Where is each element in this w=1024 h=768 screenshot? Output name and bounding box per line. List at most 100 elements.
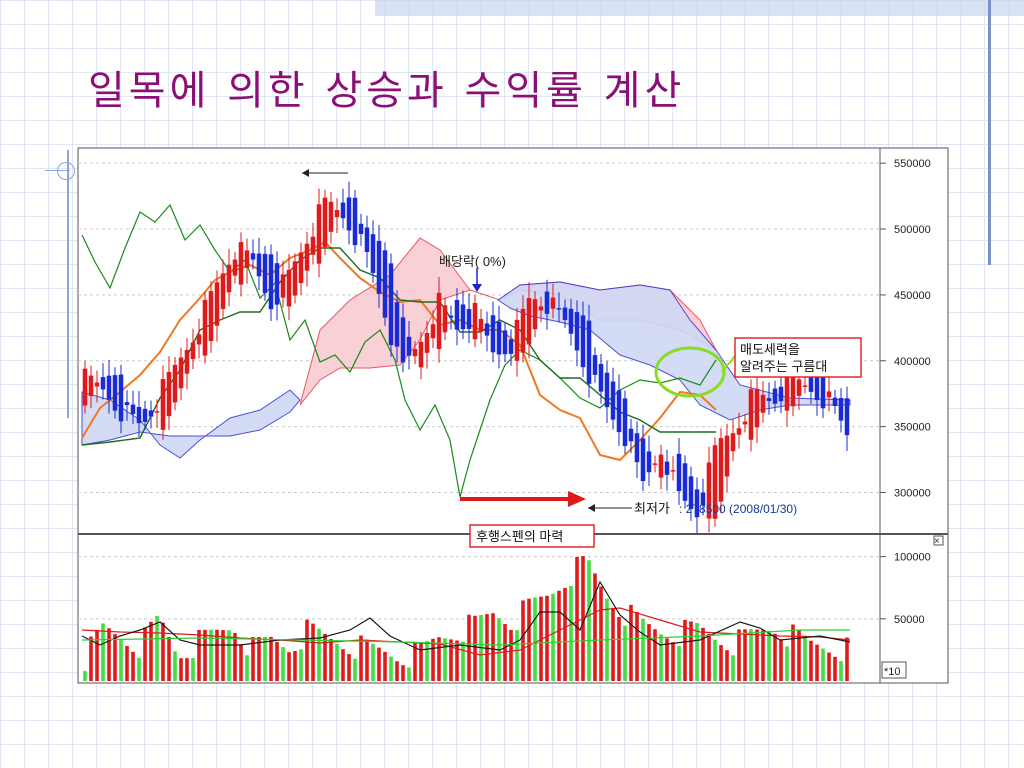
volume-bar bbox=[659, 634, 663, 681]
volume-bar bbox=[827, 652, 831, 681]
volume-bar bbox=[719, 645, 723, 681]
volume-bar bbox=[221, 630, 225, 681]
candle-body bbox=[616, 390, 622, 433]
candle-body bbox=[460, 304, 466, 330]
candle-body bbox=[532, 299, 538, 330]
candle-body bbox=[562, 307, 568, 320]
price-tick-label: 500000 bbox=[894, 224, 931, 236]
panel-close-button[interactable] bbox=[933, 535, 944, 546]
volume-bar bbox=[587, 560, 591, 681]
candlesticks bbox=[82, 181, 850, 534]
candle-body bbox=[748, 389, 754, 440]
ichimoku-cloud-bullish bbox=[299, 237, 718, 406]
volume-multiplier-label: *10 bbox=[884, 666, 901, 678]
volume-bar bbox=[527, 598, 531, 681]
volume-bar bbox=[683, 619, 687, 681]
candle-body bbox=[586, 320, 592, 384]
lagging-span-label: 후행스펜의 마력 bbox=[476, 529, 563, 544]
volume-bar bbox=[785, 646, 789, 681]
candle-body bbox=[268, 254, 274, 310]
volume-bar bbox=[131, 651, 135, 681]
candle-body bbox=[352, 197, 358, 246]
volume-bar bbox=[503, 624, 507, 681]
volume-bar bbox=[455, 640, 459, 681]
lowest-price-value: : 278500 (2008/01/30) bbox=[679, 502, 797, 516]
candle-body bbox=[610, 381, 616, 420]
volume-bar bbox=[413, 641, 417, 681]
candle-body bbox=[190, 342, 196, 360]
slide-title: 일목에 의한 상승과 수익률 계산 bbox=[88, 68, 686, 114]
candle-body bbox=[592, 355, 598, 375]
candle-body bbox=[484, 323, 490, 336]
volume-bar bbox=[401, 665, 405, 681]
candle-body bbox=[646, 451, 652, 473]
volume-bar bbox=[533, 597, 537, 681]
candle-body bbox=[766, 398, 772, 401]
candle-body bbox=[232, 259, 238, 276]
volume-bar bbox=[335, 644, 339, 681]
decorative-circle bbox=[57, 162, 75, 180]
candle-body bbox=[544, 291, 550, 314]
volume-bar bbox=[443, 638, 447, 681]
lowest-pointer-arrowhead bbox=[588, 504, 595, 512]
candle-body bbox=[496, 321, 502, 355]
volume-bar bbox=[203, 629, 207, 681]
volume-bar bbox=[755, 629, 759, 681]
volume-tick-label: 50000 bbox=[894, 614, 925, 626]
candle-body bbox=[172, 364, 178, 403]
volume-bar bbox=[317, 628, 321, 681]
candle-body bbox=[598, 363, 604, 392]
candle-body bbox=[622, 398, 628, 446]
volume-bar bbox=[287, 652, 291, 681]
candle-body bbox=[730, 433, 736, 452]
volume-ma-mid bbox=[81, 629, 850, 646]
candle-body bbox=[700, 492, 706, 506]
volume-bar bbox=[251, 637, 255, 681]
cloud-highlight-connector bbox=[721, 355, 736, 373]
volume-bar bbox=[569, 585, 573, 681]
candle-body bbox=[844, 398, 850, 436]
dividend-label: 배당락( 0%) bbox=[439, 254, 506, 269]
volume-bar bbox=[737, 629, 741, 681]
price-tick-label: 350000 bbox=[894, 422, 931, 434]
volume-bar bbox=[101, 623, 105, 681]
volume-bar bbox=[293, 651, 297, 681]
candle-body bbox=[310, 236, 316, 255]
volume-bar bbox=[395, 661, 399, 681]
candle-body bbox=[778, 386, 784, 402]
volume-bar bbox=[437, 637, 441, 681]
volume-bar bbox=[365, 639, 369, 681]
volume-tick-label: 100000 bbox=[894, 552, 931, 564]
volume-bar bbox=[359, 635, 363, 681]
candle-body bbox=[112, 375, 118, 411]
lagging-span-box bbox=[469, 524, 595, 548]
candle-body bbox=[634, 433, 640, 463]
candle-body bbox=[280, 274, 286, 298]
candle-body bbox=[664, 461, 670, 475]
candle-body bbox=[148, 410, 154, 417]
price-tick-label: 450000 bbox=[894, 290, 931, 302]
candle-body bbox=[826, 391, 832, 398]
candle-body bbox=[364, 227, 370, 252]
volume-bar bbox=[731, 655, 735, 681]
price-tick-label: 400000 bbox=[894, 356, 931, 368]
candle-body bbox=[412, 349, 418, 357]
volume-bar bbox=[233, 633, 237, 681]
volume-bar bbox=[575, 556, 579, 681]
volume-bar bbox=[629, 604, 633, 681]
volume-bar bbox=[149, 621, 153, 681]
candle-body bbox=[430, 324, 436, 339]
decorative-vertical-bar bbox=[988, 0, 991, 265]
candle-body bbox=[244, 250, 250, 268]
candle-body bbox=[106, 375, 112, 400]
candle-body bbox=[316, 204, 322, 264]
volume-bar bbox=[185, 658, 189, 681]
volume-bar bbox=[83, 671, 87, 681]
volume-bar bbox=[551, 593, 555, 681]
volume-bar bbox=[839, 661, 843, 681]
volume-bar bbox=[713, 639, 717, 681]
volume-bar bbox=[299, 649, 303, 681]
candle-body bbox=[526, 298, 532, 345]
volume-multiplier-box bbox=[881, 661, 907, 679]
candle-body bbox=[814, 375, 820, 401]
